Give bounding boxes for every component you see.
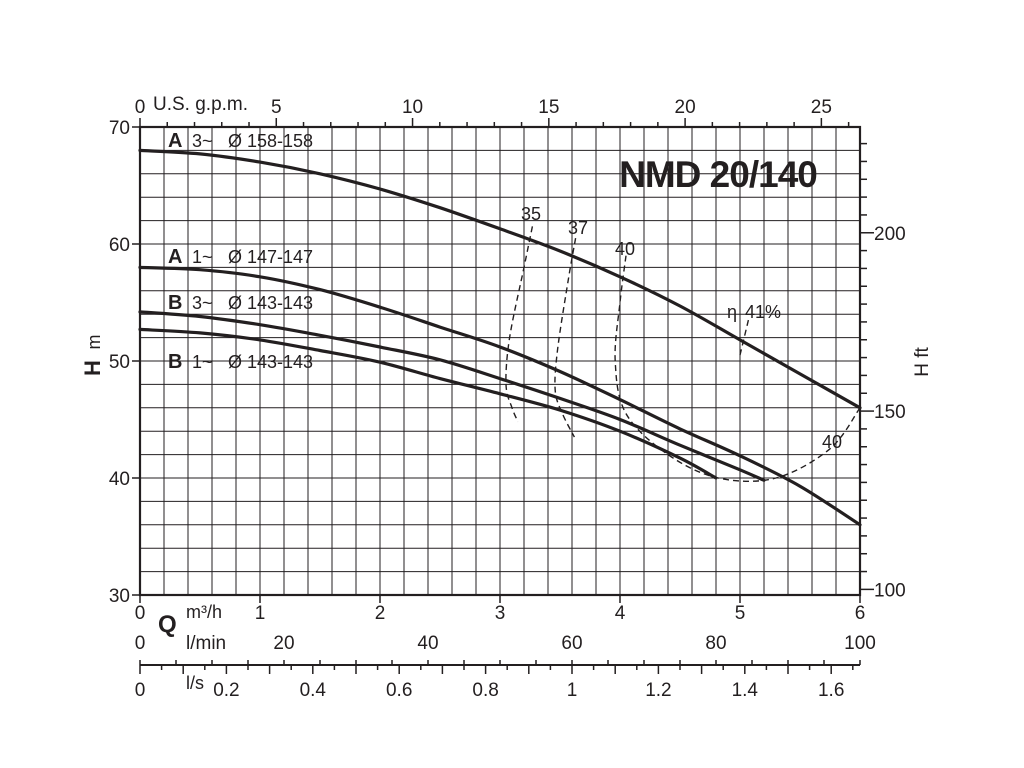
head-curve-4 [138, 327, 718, 480]
x-m3h-axis-label: m³/h [186, 602, 222, 622]
x-ls-tick-label: 0.8 [472, 680, 498, 701]
y-left-tick-label: 40 [109, 469, 130, 490]
eff-label-35: 35 [521, 204, 541, 224]
x-ls-tick-label: 0 [135, 680, 146, 701]
x-lmin-axis-label: l/min [186, 633, 226, 654]
curve-label-phase: 1~ [192, 247, 213, 267]
eff-label-40-right: 40 [822, 432, 842, 452]
head-curve-2 [138, 265, 862, 527]
chart-title: NMD 20/140 [619, 154, 817, 195]
x-lmin-tick-label: 20 [273, 633, 294, 654]
x-m3h-tick-label: 6 [855, 603, 866, 624]
efficiency-curve-3 [614, 255, 861, 482]
x-lmin-tick-label: 0 [135, 633, 146, 654]
curve-label-diameter: Ø 147-147 [228, 247, 313, 267]
y-left-axis-label-unit: m [84, 335, 104, 350]
curve-label-phase: 1~ [192, 352, 213, 372]
y-right-axis-label: H ft [912, 347, 933, 377]
x-m3h-tick-label: 3 [495, 603, 506, 624]
curve-label-tag: B [168, 351, 182, 373]
x-top-tick-label: 25 [811, 97, 832, 118]
head-curve-1 [138, 148, 862, 410]
y-right-tick-label: 200 [874, 224, 906, 245]
x-m3h-tick-label: 5 [735, 603, 746, 624]
x-top-tick-label: 10 [402, 97, 423, 118]
eff-label-41: 41% [745, 302, 781, 322]
eff-label-37: 37 [568, 218, 588, 238]
efficiency-curve-1 [505, 226, 534, 423]
head-curves [138, 148, 862, 527]
y-left-tick-label: 60 [109, 235, 130, 256]
x-top-tick-label: 0 [135, 97, 146, 118]
y-left-axis-label-main: H [80, 360, 105, 376]
x-m3h-tick-label: 1 [255, 603, 266, 624]
efficiency-curves [505, 226, 861, 482]
x-ls-axis-label: l/s [186, 673, 204, 693]
x-m3h-tick-label: 2 [375, 603, 386, 624]
curve-label-tag: B [168, 292, 182, 314]
y-left-tick-label: 70 [109, 118, 130, 139]
x-ls-tick-label: 0.2 [213, 680, 239, 701]
eff-label-40: 40 [615, 239, 635, 259]
x-lmin-tick-label: 80 [705, 633, 726, 654]
flow-symbol: Q [158, 611, 177, 638]
x-top-tick-label: 5 [271, 97, 282, 118]
x-ls-tick-label: 0.6 [386, 680, 412, 701]
x-ls-tick-label: 1.2 [645, 680, 671, 701]
y-right-tick-label: 100 [874, 580, 906, 601]
curve-label-tag: A [168, 130, 182, 152]
efficiency-curve-4 [739, 319, 750, 356]
x-top-tick-label: 20 [675, 97, 696, 118]
y-left-tick-label: 50 [109, 352, 130, 373]
x-lmin-tick-label: 60 [561, 633, 582, 654]
x-top-tick-label: 15 [538, 97, 559, 118]
curve-label-diameter: Ø 158-158 [228, 131, 313, 151]
x-lmin-tick-label: 40 [417, 633, 438, 654]
curve-label-phase: 3~ [192, 131, 213, 151]
labels: NMD 20/140 U.S. g.p.m. H m H ft Q m³/h l… [80, 94, 933, 693]
x-ls-tick-label: 0.4 [300, 680, 327, 701]
head-curve-3 [138, 310, 766, 482]
y-right-tick-label: 150 [874, 402, 906, 423]
x-lmin-tick-label: 100 [844, 633, 876, 654]
x-m3h-tick-label: 0 [135, 603, 146, 624]
curve-label-diameter: Ø 143-143 [228, 293, 313, 313]
x-m3h-tick-label: 4 [615, 603, 626, 624]
x-ls-tick-label: 1.4 [732, 680, 759, 701]
y-left-tick-label: 30 [109, 586, 130, 607]
x-top-axis-label: U.S. g.p.m. [153, 94, 248, 115]
x-ls-tick-label: 1.6 [818, 680, 844, 701]
eff-symbol: η [727, 302, 737, 322]
curve-label-tag: A [168, 246, 182, 268]
curve-label-phase: 3~ [192, 293, 213, 313]
curve-label-diameter: Ø 143-143 [228, 352, 313, 372]
x-ls-tick-label: 1 [567, 680, 578, 701]
